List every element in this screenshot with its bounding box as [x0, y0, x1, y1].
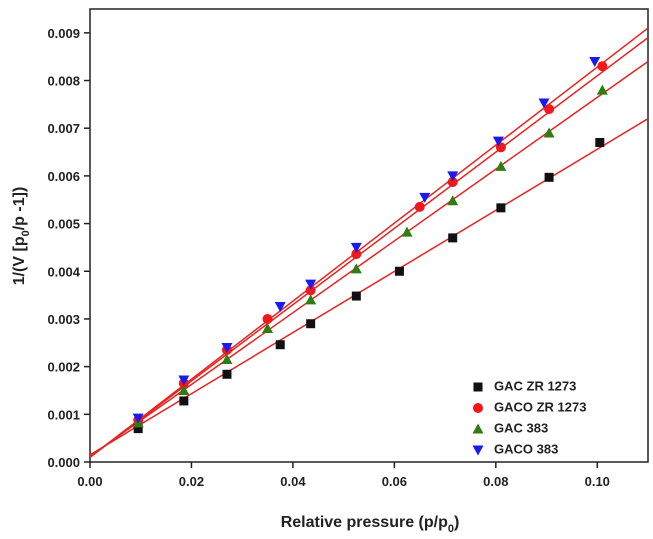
marker	[492, 136, 504, 147]
marker	[544, 172, 554, 182]
y-tick-label: 0.008	[47, 74, 80, 89]
y-tick-label: 0.003	[47, 312, 80, 327]
marker	[178, 384, 190, 395]
marker	[401, 226, 413, 237]
axis-label-part: Relative pressure (p/p	[281, 514, 448, 531]
axis-label-part: 0	[448, 523, 454, 535]
marker	[351, 249, 362, 260]
marker	[221, 343, 233, 354]
marker	[262, 313, 273, 324]
marker	[221, 353, 233, 364]
marker	[222, 369, 232, 379]
legend-label: GACO ZR 1273	[494, 399, 586, 414]
axis-label-part: 0	[20, 230, 32, 236]
axis-label-part: )	[454, 514, 459, 531]
marker	[448, 233, 458, 243]
marker	[274, 302, 286, 313]
marker	[351, 291, 361, 301]
marker	[419, 192, 431, 203]
marker	[447, 177, 458, 188]
x-tick-label: 0.06	[382, 474, 407, 489]
marker	[595, 138, 605, 148]
marker	[179, 396, 189, 406]
marker	[597, 61, 608, 72]
marker	[447, 195, 459, 206]
legend-marker	[473, 403, 483, 413]
axis-label-part: 1/(V [p	[11, 236, 28, 285]
x-tick-label: 0.08	[483, 474, 508, 489]
x-axis-label: Relative pressure (p/p0)	[281, 514, 460, 535]
y-tick-label: 0.007	[47, 121, 80, 136]
axis-label-part: /p -1])	[11, 187, 28, 231]
x-tick-label: 0.00	[77, 474, 102, 489]
marker	[275, 340, 285, 350]
fit-line	[89, 37, 649, 458]
marker	[543, 127, 555, 138]
marker	[305, 285, 316, 296]
marker	[306, 319, 316, 329]
legend-marker	[472, 445, 484, 456]
y-tick-label: 0.004	[47, 264, 80, 279]
marker	[596, 84, 608, 95]
marker	[394, 266, 404, 276]
x-tick-label: 0.04	[280, 474, 306, 489]
plot-frame	[89, 8, 649, 463]
y-tick-label: 0.001	[47, 407, 80, 422]
x-tick-label: 0.02	[179, 474, 204, 489]
legend-marker	[472, 423, 484, 434]
marker	[350, 263, 362, 274]
legend-label: GAC 383	[494, 420, 548, 435]
marker	[262, 322, 274, 333]
legend-marker	[473, 382, 483, 392]
y-tick-label: 0.000	[47, 455, 80, 470]
x-tick-label: 0.10	[585, 474, 610, 489]
marker	[589, 56, 601, 67]
marker	[178, 375, 190, 386]
marker	[414, 201, 425, 212]
legend-label: GACO 383	[494, 441, 558, 456]
y-tick-label: 0.006	[47, 169, 80, 184]
y-tick-label: 0.005	[47, 217, 80, 232]
marker	[350, 242, 362, 253]
marker	[544, 104, 555, 115]
fit-line	[89, 60, 649, 457]
marker	[496, 203, 506, 213]
marker	[538, 98, 550, 109]
y-tick-label: 0.002	[47, 360, 80, 375]
y-axis-label: 1/(V [p0/p -1])	[11, 187, 32, 286]
legend-label: GAC ZR 1273	[494, 378, 576, 393]
marker	[447, 171, 459, 182]
marker	[305, 279, 317, 290]
y-tick-label: 0.009	[47, 26, 80, 41]
marker	[132, 413, 144, 424]
marker	[495, 160, 507, 171]
marker	[305, 294, 317, 305]
marker	[133, 424, 143, 434]
